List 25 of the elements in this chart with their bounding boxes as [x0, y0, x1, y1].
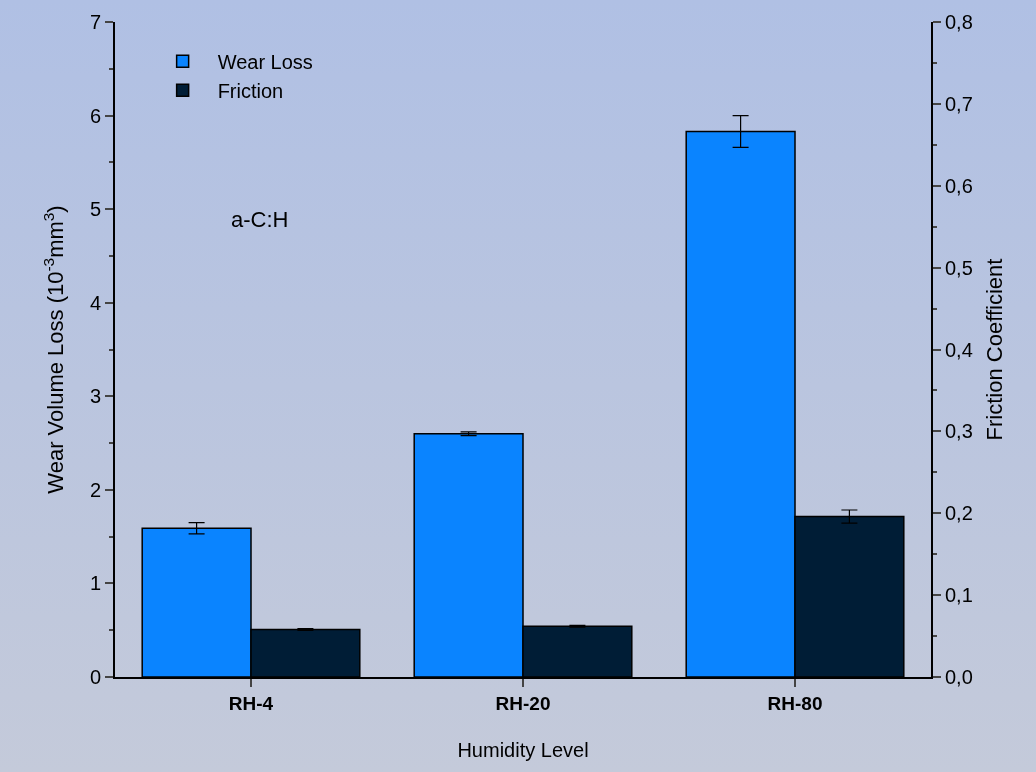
y2-tick-label: 0,6 [945, 174, 973, 197]
y2-axis-title: Friction Coefficient [982, 258, 1008, 441]
y2-tick-label: 0,0 [945, 666, 973, 688]
y-tick-label: 3 [89, 385, 101, 408]
y-tick-label: 1 [89, 572, 101, 595]
y2-tick-label: 0,2 [945, 502, 973, 525]
legend-label: Wear Loss [217, 50, 313, 73]
y2-tick-label: 0,4 [945, 338, 973, 361]
y-tick-label: 7 [89, 11, 101, 33]
y-tick-label: 0 [89, 666, 101, 688]
y2-tick-label: 0,1 [945, 584, 973, 607]
y-tick-label: 2 [89, 478, 101, 501]
x-axis-title: Humidity Level [457, 738, 589, 761]
x-tick-label: RH-20 [495, 692, 551, 714]
x-tick-label: RH-80 [767, 692, 823, 714]
y2-tick-label: 0,7 [945, 92, 973, 115]
y-tick-label: 6 [89, 104, 101, 127]
y-tick-label: 4 [89, 291, 101, 314]
y2-tick-label: 0,8 [945, 11, 973, 33]
y2-tick-label: 0,3 [945, 420, 973, 443]
x-tick-label: RH-4 [228, 692, 274, 714]
y2-tick-label: 0,5 [945, 256, 973, 279]
annotation: a-C:H [231, 207, 289, 232]
y-tick-label: 5 [89, 198, 101, 221]
legend-label: Friction [217, 79, 284, 102]
